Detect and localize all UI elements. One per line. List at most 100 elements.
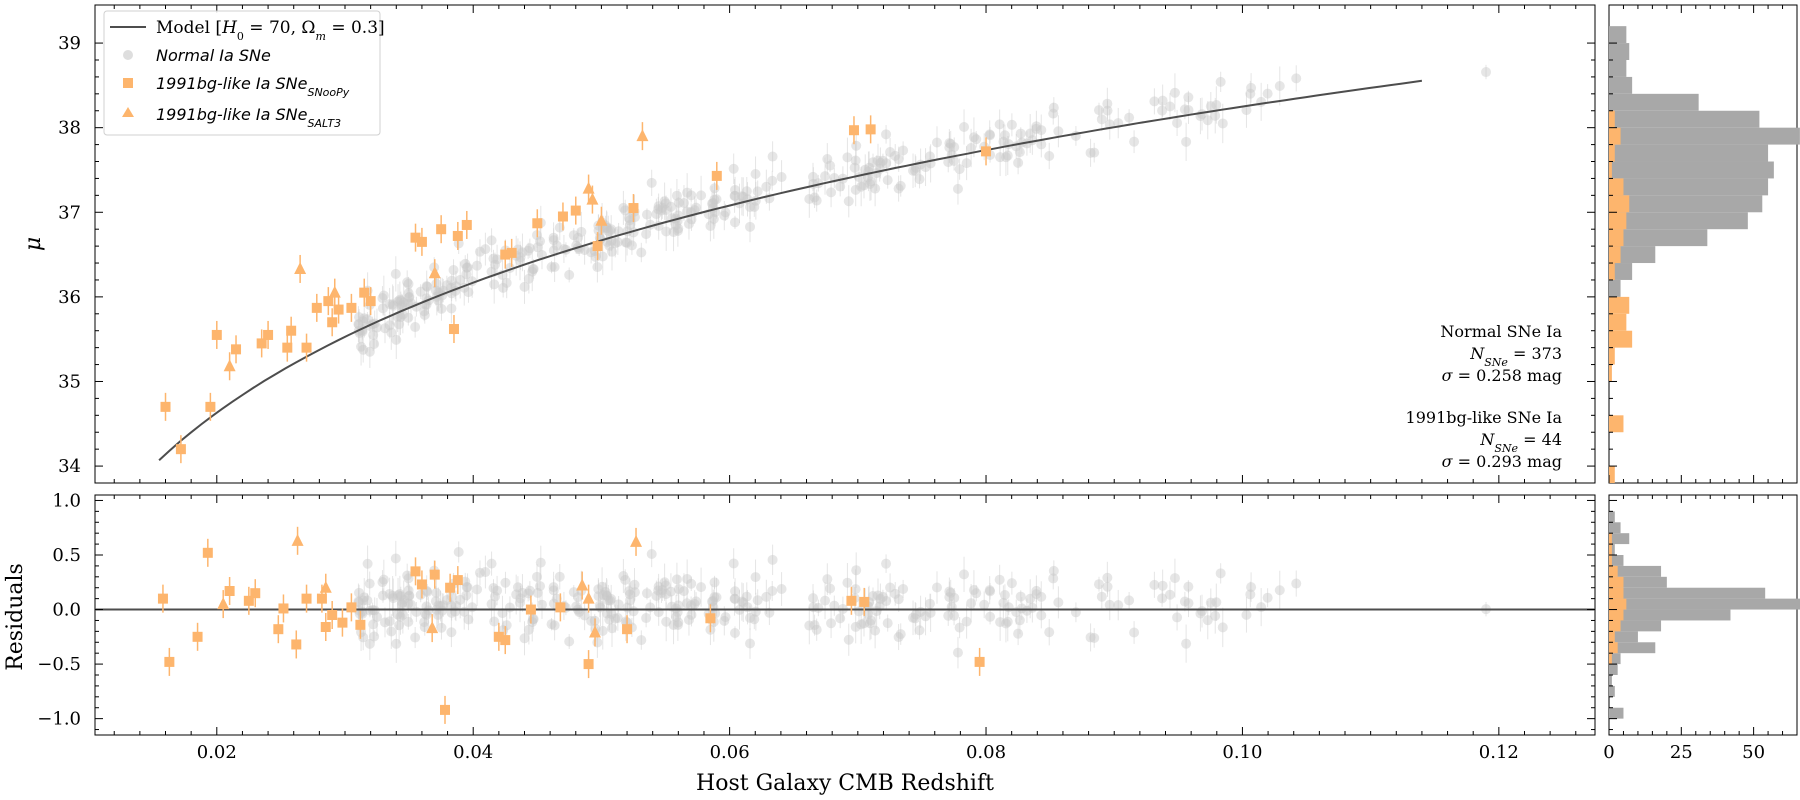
- snoopy-point: [175, 444, 186, 455]
- normal-residual-point: [1014, 615, 1025, 626]
- normal-residual-point: [527, 616, 538, 627]
- normal-residual-point: [999, 589, 1010, 600]
- normal-sn-point: [870, 183, 881, 194]
- normal-sn-point: [1202, 115, 1213, 126]
- normal-residual-point: [985, 611, 996, 622]
- normal-residual-point: [959, 569, 970, 580]
- normal-residual-point: [362, 595, 373, 606]
- histogram-bar-1991bg: [1609, 229, 1624, 247]
- normal-sn-point: [875, 157, 886, 168]
- normal-residual-point: [404, 590, 415, 601]
- normal-sn-point: [729, 217, 740, 228]
- normal-sn-point: [881, 129, 892, 140]
- normal-sn-point: [776, 172, 787, 183]
- normal-residual-point: [979, 599, 990, 610]
- snoopy-residual-point: [974, 656, 985, 667]
- normal-residual-point: [486, 558, 497, 569]
- normal-residual-point: [945, 587, 956, 598]
- normal-sn-point: [1217, 118, 1228, 129]
- normal-sn-point: [356, 341, 367, 352]
- normal-residual-point: [671, 574, 682, 585]
- normal-residual-point: [613, 599, 624, 610]
- histogram-bar-1991bg: [1609, 330, 1633, 348]
- histogram-bar-normal: [1609, 178, 1769, 196]
- normal-residual-point: [455, 594, 466, 605]
- normal-sn-point: [461, 262, 472, 273]
- normal-residual-point: [1021, 605, 1032, 616]
- normal-residual-point: [422, 586, 433, 597]
- snoopy-residual-point: [445, 582, 456, 593]
- main-panel: 34 35 36 37 38 39 μ Model [H0 = 70, Ωm = 0.3]…: [21, 4, 1596, 484]
- normal-sn-point: [387, 299, 398, 310]
- normal-residual-point: [881, 558, 892, 569]
- histogram-bar-normal: [1609, 620, 1662, 632]
- snoopy-residual-point: [278, 603, 289, 614]
- normal-residual-point: [602, 608, 613, 619]
- normal-residual-point: [776, 584, 787, 595]
- y-tick-label: 35: [58, 371, 81, 392]
- normal-residual-point: [387, 590, 398, 601]
- x-tick-label: 0.02: [197, 742, 237, 763]
- main-y-axis-label: μ: [21, 237, 46, 251]
- x-tick-label: 0.08: [966, 742, 1006, 763]
- normal-sn-point: [579, 244, 590, 255]
- normal-residual-point: [691, 596, 702, 607]
- histogram-bar-normal: [1609, 522, 1621, 534]
- legend-normal-label: Normal Ia SNe: [156, 46, 271, 65]
- legend-model-label: Model [H0 = 70, Ωm = 0.3]: [156, 18, 385, 43]
- histogram-residual-ticks: 0 25 50: [1603, 495, 1798, 763]
- normal-residual-point: [850, 584, 861, 595]
- normal-residual-point: [1002, 616, 1013, 627]
- normal-residual-point: [952, 647, 963, 658]
- normal-residual-point: [549, 620, 560, 631]
- normal-residual-point: [1245, 589, 1256, 600]
- y-tick-label: −1.0: [37, 709, 81, 730]
- normal-residual-point: [1256, 602, 1267, 613]
- normal-sn-point: [682, 187, 693, 198]
- normal-residual-point: [1013, 628, 1024, 639]
- histogram-bar-normal: [1609, 707, 1624, 719]
- normal-sn-point: [546, 262, 557, 273]
- snoopy-point: [500, 249, 511, 260]
- snoopy-residual-point: [157, 593, 168, 604]
- normal-residual-point: [924, 598, 935, 609]
- salt3-point: [428, 266, 441, 279]
- histogram-bar-1991bg: [1609, 296, 1630, 314]
- normal-sn-point: [403, 288, 414, 299]
- normal-sn-point: [419, 309, 430, 320]
- normal-sn-point: [519, 281, 530, 292]
- normal-residual-point: [519, 633, 530, 644]
- normal-residual-point: [551, 593, 562, 604]
- normal-residual-point: [1006, 578, 1017, 589]
- normal-sn-point: [1014, 147, 1025, 158]
- normal-residual-point: [813, 602, 824, 613]
- normal-sn-point: [357, 316, 368, 327]
- normal-residual-point: [767, 554, 778, 565]
- normal-residual-point: [396, 599, 407, 610]
- normal-residual-point: [573, 592, 584, 603]
- normal-residual-point: [1036, 610, 1047, 621]
- normal-residual-point: [1093, 579, 1104, 590]
- normal-sn-point: [843, 196, 854, 207]
- normal-residual-point: [641, 613, 652, 624]
- snoopy-point: [711, 170, 722, 181]
- snoopy-residual-point: [192, 631, 203, 642]
- snoopy-point: [448, 324, 459, 335]
- normal-sn-point: [678, 197, 689, 208]
- normal-residual-point: [1104, 599, 1115, 610]
- normal-residual-point: [610, 613, 621, 624]
- histogram-bar-1991bg: [1609, 555, 1612, 566]
- normal-residual-point: [856, 619, 867, 630]
- normal-residual-point: [606, 623, 617, 634]
- normal-sn-point: [1183, 92, 1194, 103]
- snoopy-point: [311, 302, 322, 313]
- main-axis-ticks: 34 35 36 37 38 39: [58, 5, 1595, 483]
- legend-salt3-label: 1991bg-like Ia SNeSALT3: [156, 105, 341, 130]
- bg-stats-title: 1991bg-like SNe Ia: [1406, 408, 1563, 427]
- normal-residual-point: [686, 600, 697, 611]
- snoopy-residual-point: [429, 569, 440, 580]
- residual-axis-ticks: 0.02 0.04 0.06 0.08 0.10 0.12 −1.0 −0.5 0.0 0.5 1.…: [37, 490, 1595, 763]
- histogram-bar-1991bg: [1609, 161, 1612, 179]
- normal-residual-point: [678, 586, 689, 597]
